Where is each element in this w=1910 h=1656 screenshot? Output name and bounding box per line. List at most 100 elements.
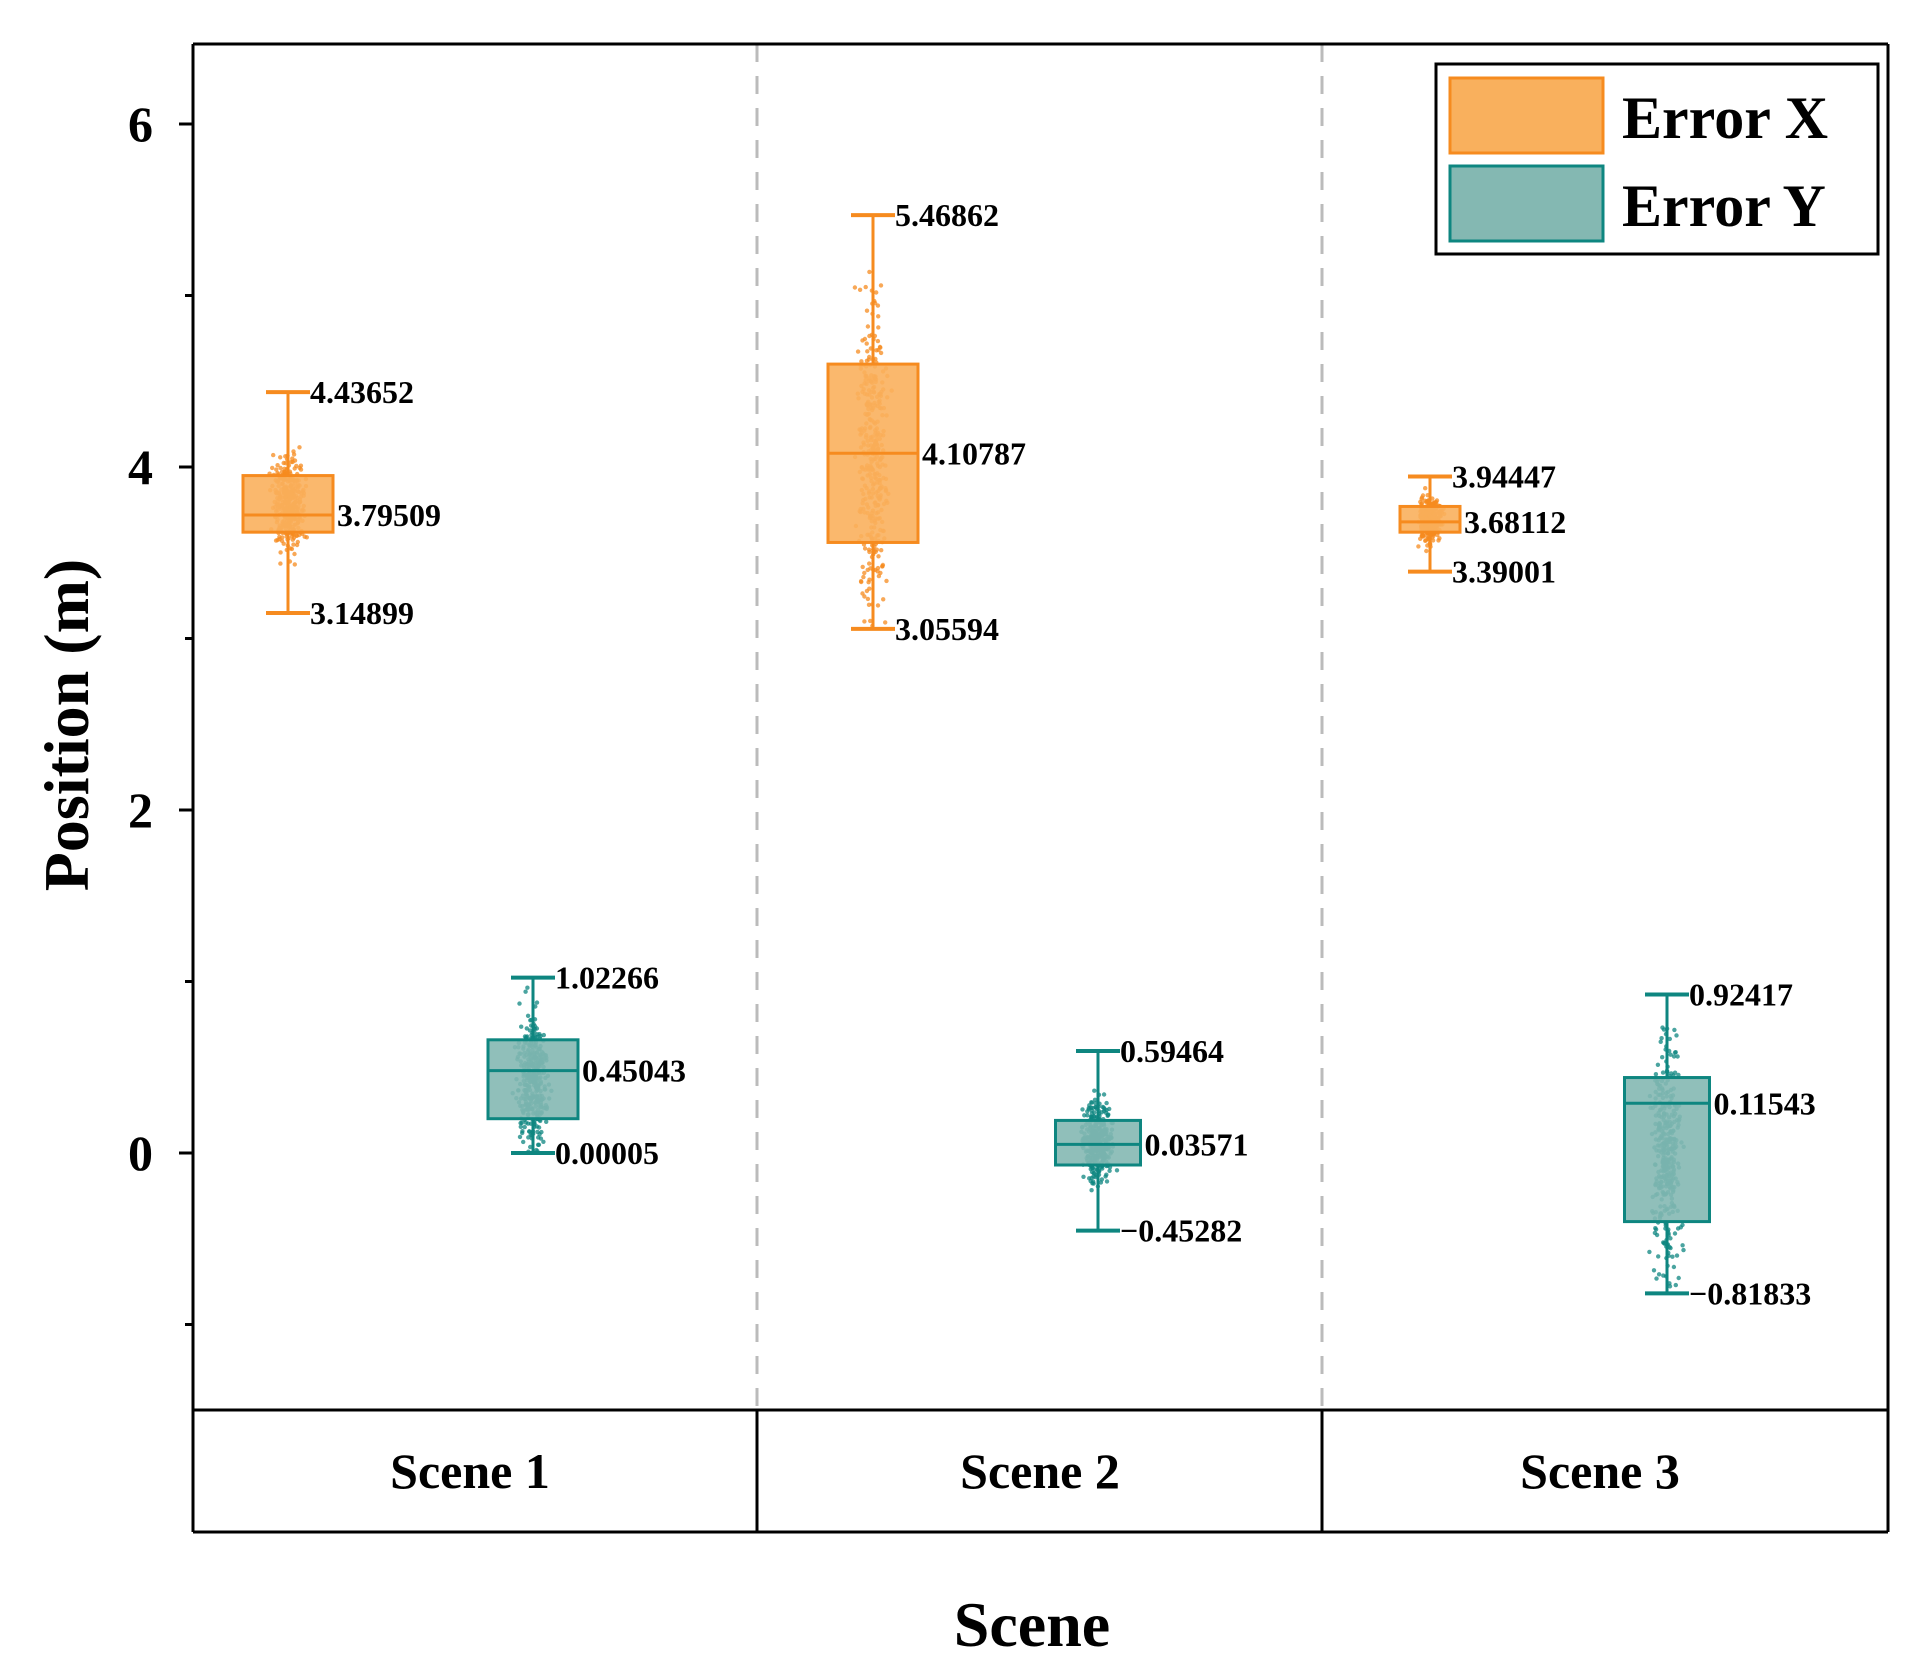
point-error-x-scene2 [864,308,870,313]
y-tick-label: 4 [128,439,153,495]
point-error-y-scene1 [541,1139,546,1145]
point-error-y-scene2 [1114,1168,1120,1173]
point-error-x-scene3 [1420,534,1426,539]
point-error-x-scene2 [862,546,868,551]
point-error-y-scene3 [1673,1282,1679,1288]
point-error-x-scene3 [1420,493,1426,498]
point-error-y-scene1 [522,1124,527,1130]
point-error-y-scene1 [534,1000,540,1005]
point-error-x-scene2 [865,596,871,602]
y-axis-title: Position (m) [31,559,102,891]
label-center-error-x-scene2: 4.10787 [922,435,1026,471]
point-error-x-scene2 [866,602,872,607]
point-error-y-scene2 [1107,1168,1112,1174]
point-error-x-scene1 [275,463,280,468]
y-tick-label: 6 [128,96,153,152]
point-error-x-scene2 [862,336,868,342]
point-error-x-scene2 [862,619,867,624]
point-error-x-scene2 [864,588,870,594]
point-error-x-scene2 [867,333,872,339]
label-center-error-x-scene1: 3.79509 [337,497,441,533]
point-error-x-scene3 [1416,544,1421,549]
point-error-x-scene1 [291,542,296,547]
point-error-x-scene1 [291,452,297,457]
point-error-y-scene3 [1656,1272,1662,1277]
point-error-y-scene2 [1080,1107,1085,1112]
point-error-x-scene3 [1437,536,1442,541]
point-error-x-scene2 [874,290,879,295]
point-error-y-scene1 [538,1136,544,1141]
point-error-x-scene2 [879,548,884,553]
label-min-error-y-scene3: −0.81833 [1689,1275,1811,1311]
box-layer [241,213,1711,1296]
point-error-x-scene1 [292,562,297,567]
point-error-x-scene3 [1423,486,1428,491]
point-error-y-scene3 [1673,1050,1678,1055]
point-error-y-scene3 [1675,1054,1680,1059]
point-error-y-scene2 [1086,1107,1091,1112]
label-max-error-x-scene1: 4.43652 [310,374,414,410]
point-error-x-scene2 [867,561,872,566]
label-max-error-x-scene2: 5.46862 [895,197,999,233]
scene-label-3: Scene 3 [1520,1443,1680,1499]
point-error-x-scene2 [884,578,889,584]
label-min-error-y-scene2: −0.45282 [1120,1213,1242,1249]
point-error-y-scene3 [1680,1243,1685,1248]
point-error-y-scene1 [521,1139,526,1145]
label-center-error-y-scene1: 0.45043 [582,1053,686,1089]
point-error-x-scene3 [1422,498,1428,503]
point-error-y-scene1 [527,1129,532,1134]
point-error-x-scene1 [274,467,279,472]
box-error-y-scene2 [1054,1118,1142,1167]
point-error-y-scene3 [1655,1062,1661,1068]
point-error-y-scene1 [517,1001,522,1006]
point-error-x-scene1 [282,470,287,475]
point-error-y-scene3 [1656,1254,1661,1259]
point-error-x-scene1 [292,466,297,471]
point-error-y-scene1 [519,1024,524,1029]
label-center-error-x-scene3: 3.68112 [1464,504,1566,540]
point-error-y-scene1 [525,985,530,990]
point-error-y-scene2 [1087,1176,1092,1181]
point-error-y-scene1 [517,1134,523,1140]
point-error-y-scene1 [534,1026,540,1031]
point-error-x-scene2 [878,350,884,356]
point-error-y-scene1 [544,1119,549,1125]
point-error-y-scene3 [1671,1054,1677,1059]
point-error-x-scene2 [865,324,871,329]
point-error-y-scene3 [1672,1231,1678,1236]
point-error-y-scene2 [1091,1170,1096,1176]
point-error-y-scene1 [538,1033,543,1039]
point-error-y-scene2 [1081,1174,1086,1180]
point-error-y-scene2 [1085,1113,1090,1118]
point-error-x-scene2 [875,338,881,344]
point-error-y-scene2 [1087,1103,1092,1108]
scene-label-1: Scene 1 [390,1443,550,1499]
point-error-y-scene1 [518,1124,523,1130]
point-error-y-scene3 [1674,1253,1680,1258]
point-error-y-scene2 [1100,1166,1105,1171]
point-error-x-scene2 [883,620,888,625]
point-error-x-scene1 [278,550,283,555]
point-error-y-scene3 [1676,1072,1681,1078]
point-error-x-scene1 [278,561,283,566]
point-error-y-scene3 [1660,1070,1666,1075]
point-error-y-scene1 [527,1028,533,1033]
point-error-y-scene2 [1104,1179,1110,1184]
point-error-y-scene1 [535,1142,541,1148]
point-error-y-scene3 [1658,1039,1663,1045]
point-error-x-scene2 [860,564,865,570]
point-error-x-scene1 [304,535,309,540]
y-tick-label: 2 [128,782,153,838]
point-error-y-scene2 [1089,1100,1095,1105]
point-error-x-scene1 [271,452,276,458]
label-max-error-x-scene3: 3.94447 [1452,459,1556,495]
point-error-y-scene2 [1092,1088,1097,1093]
axes: 0 2 4 6 [128,42,1890,1534]
point-error-y-scene3 [1676,1275,1681,1281]
point-error-x-scene1 [270,465,275,471]
label-center-error-y-scene2: 0.03571 [1145,1126,1249,1162]
point-error-x-scene2 [866,580,871,585]
